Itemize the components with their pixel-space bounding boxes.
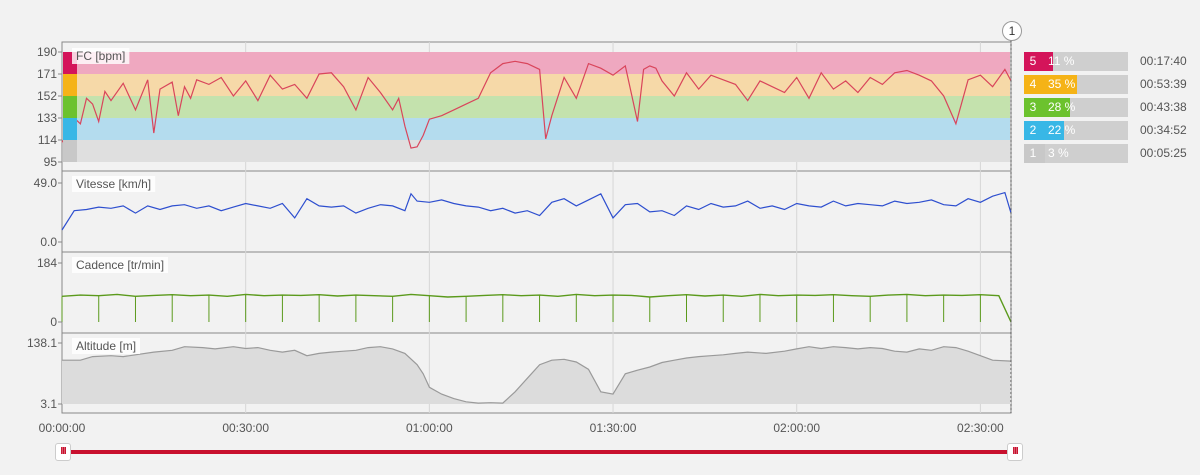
series-line-1 bbox=[61, 60, 1012, 149]
series-line-4 bbox=[62, 346, 1012, 404]
zone-number: 3 bbox=[1024, 98, 1042, 117]
zone-stripe bbox=[63, 96, 77, 118]
lap-marker[interactable]: 1 bbox=[1002, 21, 1022, 41]
y-tick-label: 190 bbox=[37, 45, 57, 59]
multi-panel-chart[interactable]: 190 171 152 133 114 95 FC [bpm] 49.0 0.0 Vitesse … bbox=[0, 0, 1020, 420]
panel-title: Altitude [m] bbox=[76, 339, 136, 353]
y-tick-label: 133 bbox=[37, 111, 57, 125]
range-track[interactable] bbox=[61, 450, 1017, 454]
panel-title: FC [bpm] bbox=[76, 49, 125, 63]
y-tick-label: 0 bbox=[50, 315, 57, 329]
y-tick-label: 0.0 bbox=[40, 235, 57, 249]
panel-title: Vitesse [km/h] bbox=[76, 177, 151, 191]
x-tick-label: 01:00:00 bbox=[405, 421, 453, 435]
zone-duration: 00:17:40 bbox=[1140, 54, 1187, 68]
zone-percent: 22 % bbox=[1048, 123, 1076, 137]
panel-title-bg bbox=[72, 338, 141, 354]
x-tick-label: 00:30:00 bbox=[222, 421, 270, 435]
zone-row-5: 5 11 % bbox=[1024, 52, 1128, 71]
panel-title-bg bbox=[72, 48, 130, 64]
y-tick-label: 95 bbox=[44, 155, 58, 169]
x-tick-label: 00:00:00 bbox=[38, 421, 86, 435]
range-start-handle[interactable]: III bbox=[55, 443, 71, 461]
zone-duration: 00:05:25 bbox=[1140, 146, 1187, 160]
hr-zone-band bbox=[63, 74, 1010, 96]
zone-number: 5 bbox=[1024, 52, 1042, 71]
panel-title: Cadence [tr/min] bbox=[76, 258, 164, 272]
zone-row-4: 4 35 % bbox=[1024, 75, 1128, 94]
panel-title-bg bbox=[72, 176, 156, 192]
panel-title-bg bbox=[72, 257, 169, 273]
series-line-2 bbox=[61, 191, 1012, 231]
y-tick-label: 184 bbox=[37, 256, 57, 270]
y-tick-label: 138.1 bbox=[27, 336, 57, 350]
zone-percent: 11 % bbox=[1048, 54, 1075, 68]
zone-percent: 35 % bbox=[1048, 77, 1076, 91]
zone-number: 2 bbox=[1024, 121, 1042, 140]
x-tick-label: 02:00:00 bbox=[773, 421, 821, 435]
x-tick-label: 02:30:00 bbox=[957, 421, 1004, 435]
zone-row-2: 2 22 % bbox=[1024, 121, 1128, 140]
y-tick-label: 49.0 bbox=[34, 176, 58, 190]
hr-zone-band bbox=[63, 52, 1010, 74]
y-tick-label: 152 bbox=[37, 89, 57, 103]
hr-zone-band bbox=[63, 96, 1010, 118]
y-tick-label: 3.1 bbox=[40, 397, 57, 411]
panel-frame bbox=[61, 170, 1012, 253]
zone-stripe bbox=[63, 118, 77, 140]
hr-zone-band bbox=[63, 118, 1010, 140]
zone-number: 1 bbox=[1024, 144, 1042, 163]
zone-number: 4 bbox=[1024, 75, 1042, 94]
zone-duration: 00:53:39 bbox=[1140, 77, 1187, 91]
panel-frame bbox=[61, 251, 1012, 334]
x-tick-label: 01:30:00 bbox=[589, 421, 637, 435]
zone-stripe bbox=[63, 140, 77, 162]
zone-stripe bbox=[63, 74, 77, 96]
y-tick-label: 171 bbox=[37, 67, 57, 81]
zone-duration: 00:43:38 bbox=[1140, 100, 1187, 114]
zone-percent: 3 % bbox=[1048, 146, 1069, 160]
zone-duration: 00:34:52 bbox=[1140, 123, 1187, 137]
zone-row-3: 3 28 % bbox=[1024, 98, 1128, 117]
zone-percent: 28 % bbox=[1048, 100, 1076, 114]
hr-zone-band bbox=[63, 140, 1010, 162]
time-range-slider[interactable]: III III bbox=[55, 443, 1023, 461]
zone-row-1: 1 3 % bbox=[1024, 144, 1128, 163]
range-end-handle[interactable]: III bbox=[1007, 443, 1023, 461]
y-tick-label: 114 bbox=[38, 133, 57, 147]
altitude-area bbox=[62, 346, 1011, 404]
